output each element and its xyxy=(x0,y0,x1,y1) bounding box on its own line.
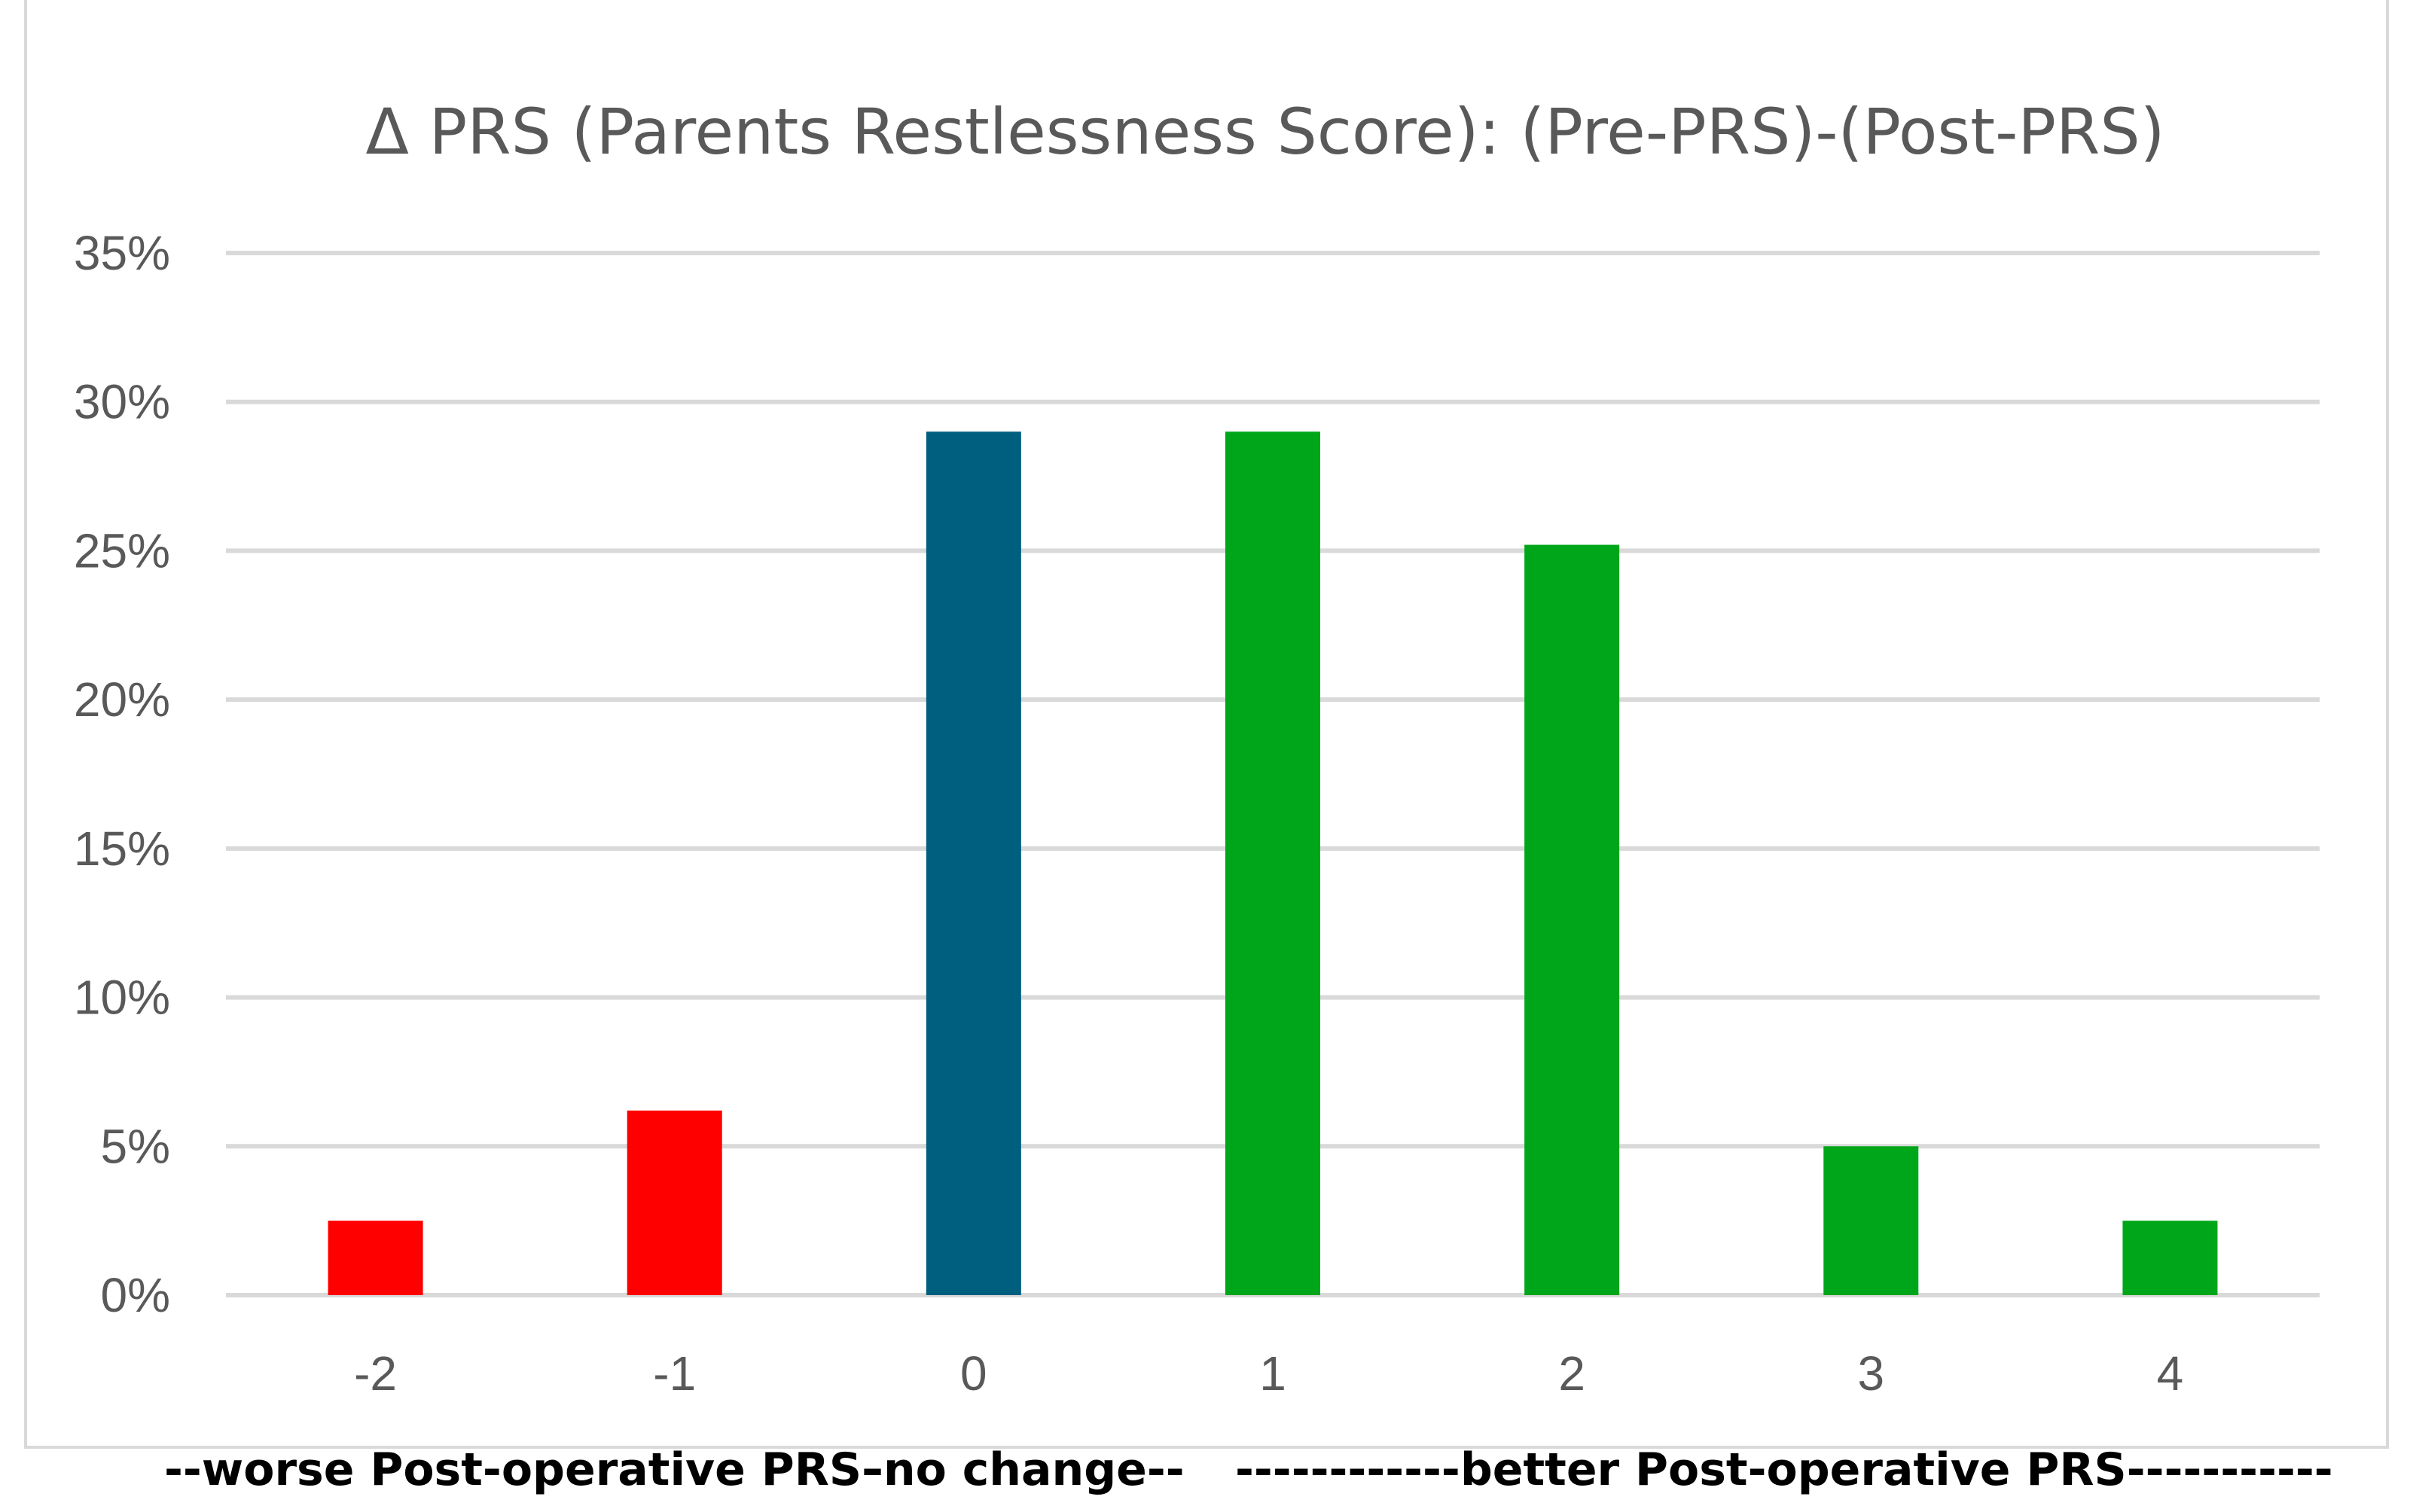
y-tick-label: 15% xyxy=(74,822,170,876)
y-tick-label: 0% xyxy=(101,1268,171,1322)
bar-4 xyxy=(2122,1221,2218,1295)
y-axis-ticks: 0% 5% 10% 15% 20% 25% 30% 35% xyxy=(74,226,170,1322)
x-axis-ticks: -2 -1 0 1 2 3 4 xyxy=(354,1346,2183,1401)
annotation-worse: --worse Post-operative PRS- xyxy=(164,1443,880,1496)
bar--2 xyxy=(328,1221,423,1295)
annotation-no-change: -no change-- xyxy=(865,1443,1185,1496)
bar-0 xyxy=(926,431,1021,1296)
x-tick-label: -2 xyxy=(354,1346,397,1401)
bar-1 xyxy=(1225,431,1320,1296)
y-tick-label: 35% xyxy=(74,226,170,280)
chart-frame xyxy=(24,0,2389,1449)
annotation-better: ------------better Post-operative PRS---… xyxy=(1235,1443,2333,1496)
y-tick-label: 20% xyxy=(74,672,170,727)
bar--1 xyxy=(627,1110,722,1295)
bar-2 xyxy=(1524,544,1620,1295)
chart-title: Δ PRS (Parents Restlessness Score): (Pre… xyxy=(365,95,2164,169)
x-tick-label: 1 xyxy=(1259,1346,1286,1401)
x-tick-label: 3 xyxy=(1857,1346,1884,1401)
x-tick-label: -1 xyxy=(653,1346,696,1401)
y-tick-label: 10% xyxy=(74,971,170,1025)
y-tick-label: 30% xyxy=(74,375,170,429)
bars xyxy=(328,431,2218,1296)
x-tick-label: 2 xyxy=(1558,1346,1585,1401)
x-tick-label: 4 xyxy=(2157,1346,2184,1401)
y-tick-label: 25% xyxy=(74,523,170,578)
x-tick-label: 0 xyxy=(960,1346,987,1401)
bar-3 xyxy=(1823,1146,1919,1295)
y-tick-label: 5% xyxy=(101,1119,171,1173)
